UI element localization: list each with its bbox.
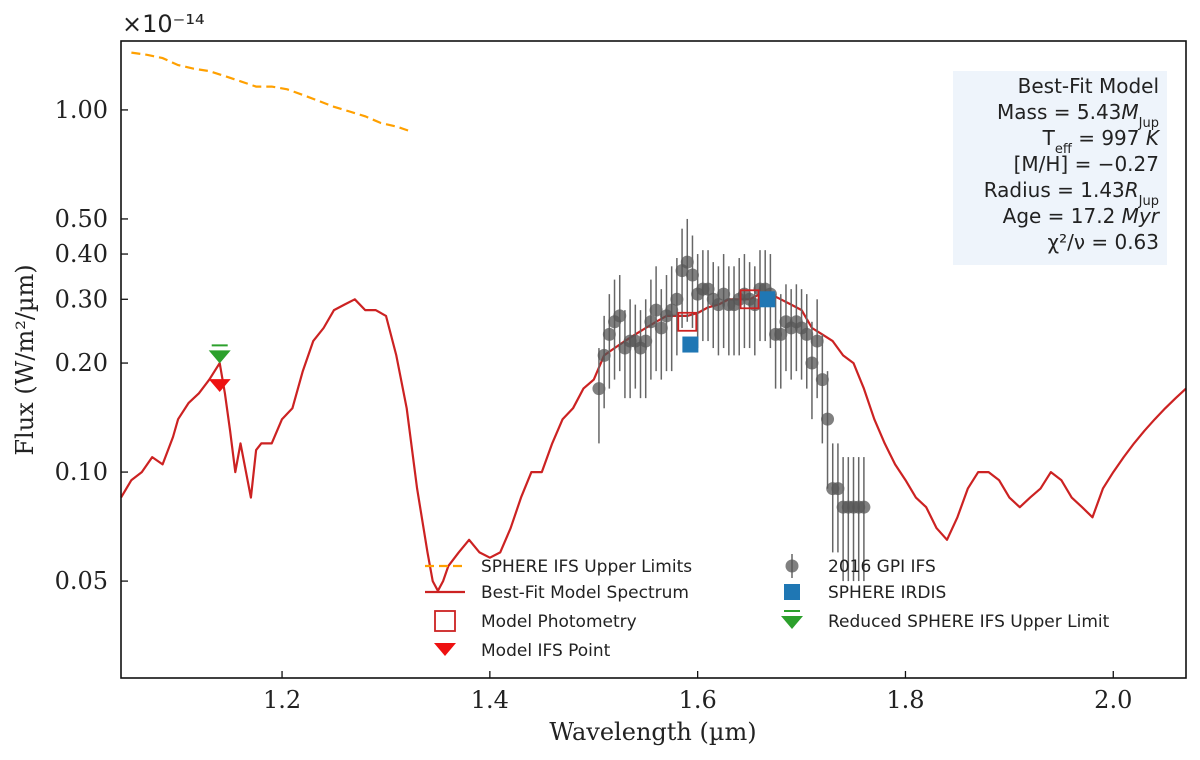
legend-label: 2016 GPI IFS [828,557,936,577]
reduced-upper-limit-point [208,350,231,364]
x-tick-label: 1.8 [886,686,924,714]
gpi-data-point [774,327,788,341]
gpi-data-point [644,315,658,329]
legend-label: Best-Fit Model Spectrum [481,583,689,603]
info-line-label: χ²/ν = [1048,230,1115,254]
gpi-data-point [831,482,845,496]
info-box-line: Mass = 5.43MJup [997,100,1159,131]
gpi-data-point [800,327,814,341]
info-box-title: Best-Fit Model [1018,74,1159,98]
gpi-data-point [815,373,829,387]
gpi-data-point [701,282,715,296]
gpi-data-point [711,298,725,312]
info-box-background [953,71,1167,265]
info-box-line: [M/H] = −0.27 [1014,152,1159,176]
gpi-data-point [680,255,694,269]
legend-label: Model IFS Point [481,641,611,661]
info-box-line: Teff = 997 K [1042,126,1161,157]
info-line-label: [M/H] = [1014,152,1098,176]
info-line-value: = 997 [1072,126,1140,150]
model-ifs-point [208,379,231,393]
gpi-data-point [639,334,653,348]
legend-swatch-irdis [784,584,800,600]
gpi-data-point [592,382,606,396]
gpi-data-point [654,321,668,335]
y-tick-label: 1.00 [55,96,108,124]
y-tick-label: 0.30 [55,285,108,313]
plot-frame [120,40,1187,679]
x-tick-label: 1.2 [263,686,301,714]
info-line-unit: M [1121,100,1138,124]
y-axis-ticks: 0.05 0.10 0.20 0.30 0.40 0.50 1.00 [55,96,128,595]
legend-label: SPHERE IRDIS [828,583,946,603]
model-photometry-point [677,311,698,332]
legend-swatch-gpi [785,559,799,573]
gpi-data-point [602,327,616,341]
legend-label: SPHERE IFS Upper Limits [481,557,692,577]
info-line-value: 17.2 [1071,204,1116,228]
upper-limits-line [131,51,413,133]
legend: SPHERE IFS Upper Limits Best-Fit Model Sp… [425,554,1110,661]
irdis-data-point [759,291,776,308]
gpi-data-point [810,334,824,348]
y-tick-label: 0.40 [55,240,108,268]
info-line-unit-subscript: Jup [1138,116,1159,131]
info-box-line: Age = 17.2 Myr [1003,204,1161,228]
gpi-data-point [857,500,871,514]
info-line-unit: R [1125,178,1139,202]
x-tick-label: 1.4 [471,686,509,714]
y-tick-label: 0.20 [55,349,108,377]
irdis-data-point [682,336,699,353]
x-tick-label: 2.0 [1094,686,1132,714]
x-axis-title: Wavelength (µm) [549,718,756,746]
info-line-label: T [1042,126,1056,150]
info-line-unit: K [1140,126,1161,150]
model-spectrum-line [120,293,1187,592]
info-line-unit-subscript: Jup [1138,194,1159,209]
info-line-label: Radius = [984,178,1081,202]
legend-label: Reduced SPHERE IFS Upper Limit [828,612,1110,632]
info-line-value: 1.43 [1080,178,1125,202]
y-multiplier-label: ×10⁻¹⁴ [122,10,205,38]
gpi-data-point [670,292,684,306]
gpi-data-point [717,287,731,301]
info-line-value: 5.43 [1077,100,1122,124]
info-line-unit: Myr [1115,204,1160,228]
gpi-data-point [649,303,663,317]
info-box-line: χ²/ν = 0.63 [1048,230,1159,254]
info-line-label-subscript: eff [1055,142,1073,157]
info-line-value: 0.63 [1114,230,1159,254]
info-box-line: Radius = 1.43RJup [984,178,1159,209]
series-layer [120,51,1187,592]
y-tick-label: 0.50 [55,205,108,233]
model-photometry-point [739,289,760,310]
info-line-label: Mass = [997,100,1077,124]
y-tick-label: 0.10 [55,458,108,486]
legend-label: Model Photometry [481,612,637,632]
info-line-label: Age = [1003,204,1071,228]
x-tick-label: 1.6 [679,686,717,714]
legend-swatch-model-photometry [434,610,456,632]
legend-swatch-reduced-upper-limit [781,616,803,629]
gpi-data-point [685,268,699,282]
gpi-data-point [805,356,819,370]
y-axis-title: Flux (W/m²/µm) [11,264,39,455]
gpi-data-point [613,309,627,323]
gpi-data-point [821,412,835,426]
gpi-data-point [597,348,611,362]
y-tick-label: 0.05 [55,567,108,595]
info-line-value: −0.27 [1098,152,1159,176]
x-axis-ticks: 1.2 1.4 1.6 1.8 2.0 [263,671,1132,714]
gpi-data-point [665,303,679,317]
legend-swatch-model-ifs-point [434,643,456,656]
